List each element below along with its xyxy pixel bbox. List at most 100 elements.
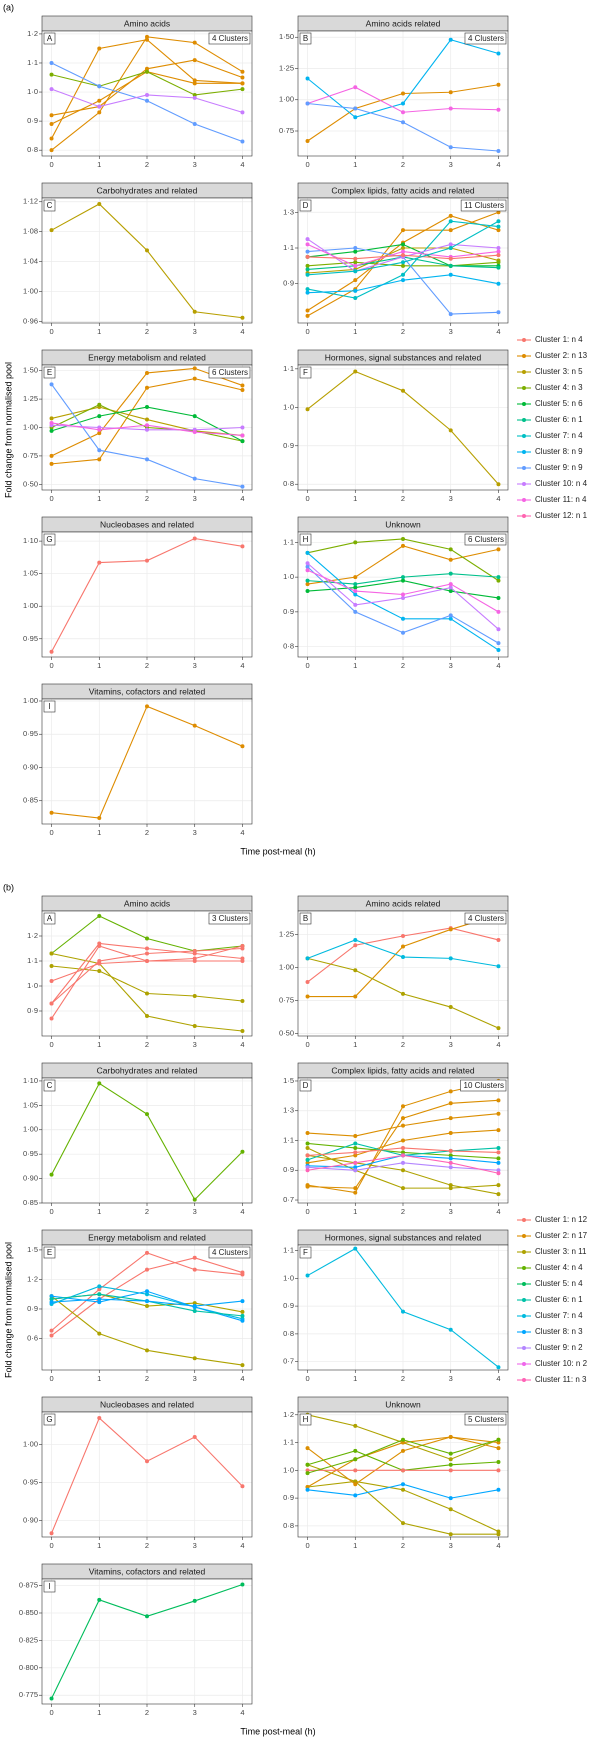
letter-box bbox=[43, 533, 56, 546]
x-tick-label: 4 bbox=[240, 1207, 244, 1216]
data-point bbox=[496, 149, 501, 153]
facet-title: Complex lipids, fatty acids and related bbox=[331, 1065, 474, 1075]
data-point bbox=[496, 1460, 501, 1464]
clusters-label: 5 Clusters bbox=[468, 1415, 504, 1424]
facet-title: Amino acids related bbox=[366, 18, 441, 28]
x-tick-label: 3 bbox=[449, 1207, 453, 1216]
data-point bbox=[49, 122, 54, 127]
clusters-box bbox=[460, 1079, 507, 1092]
data-point bbox=[353, 585, 358, 590]
x-axis-title: Time post-meal (h) bbox=[240, 1726, 315, 1736]
plot-border bbox=[297, 531, 509, 658]
data-point bbox=[448, 428, 453, 433]
facet-title: Vitamins, cofactors and related bbox=[89, 1566, 206, 1576]
y-tick-label: 0·90 bbox=[23, 762, 38, 771]
data-point bbox=[145, 34, 149, 39]
x-tick-label: 0 bbox=[305, 160, 309, 169]
x-tick-label: 4 bbox=[240, 661, 244, 670]
plot-border bbox=[41, 1578, 253, 1705]
data-point bbox=[305, 237, 310, 242]
data-point bbox=[240, 81, 245, 86]
x-tick-label: 4 bbox=[240, 1541, 244, 1550]
data-point bbox=[353, 296, 358, 300]
data-point bbox=[353, 1448, 358, 1453]
clusters-label: 4 Clusters bbox=[468, 34, 504, 43]
data-point bbox=[49, 1328, 54, 1333]
plot-border bbox=[297, 30, 509, 157]
data-point bbox=[353, 1190, 358, 1195]
x-tick-label: 2 bbox=[145, 1207, 149, 1216]
x-tick-label: 1 bbox=[97, 661, 101, 670]
clusters-box bbox=[460, 199, 507, 212]
y-tick-label: 0·95 bbox=[23, 634, 38, 643]
data-point bbox=[496, 1026, 501, 1031]
plot-border bbox=[41, 698, 253, 825]
y-tick-label: 0·90 bbox=[23, 1515, 38, 1524]
data-point bbox=[448, 106, 453, 111]
data-point bbox=[353, 106, 358, 111]
facet-title: Nucleobases and related bbox=[100, 1399, 194, 1409]
y-tick-label: 0·75 bbox=[279, 995, 294, 1004]
legend-dot bbox=[522, 1234, 526, 1238]
data-point bbox=[305, 994, 310, 999]
data-point bbox=[448, 37, 453, 42]
legend-label: Cluster 10: n 2 bbox=[535, 1359, 588, 1368]
data-point bbox=[192, 376, 197, 381]
x-tick-label: 3 bbox=[193, 327, 197, 336]
facet-letter: H bbox=[303, 1415, 309, 1424]
data-point bbox=[97, 969, 102, 973]
y-tick-label: 0·75 bbox=[23, 451, 38, 460]
facet-title: Hormones, signal substances and related bbox=[325, 1232, 482, 1242]
data-point bbox=[192, 1267, 197, 1272]
x-tick-label: 0 bbox=[49, 1374, 53, 1383]
facet-title: Complex lipids, fatty acids and related bbox=[331, 185, 474, 195]
data-point bbox=[240, 1309, 245, 1314]
y-tick-label: 0·9 bbox=[27, 1006, 38, 1015]
data-point bbox=[305, 287, 310, 292]
letter-box bbox=[299, 1246, 312, 1259]
data-point bbox=[353, 582, 358, 587]
data-point bbox=[353, 602, 358, 607]
data-point bbox=[353, 1423, 358, 1428]
letter-box bbox=[43, 1246, 56, 1259]
facet-letter: G bbox=[46, 1415, 52, 1424]
x-tick-label: 0 bbox=[49, 327, 53, 336]
x-tick-label: 1 bbox=[353, 160, 357, 169]
legend-dot bbox=[522, 1362, 526, 1366]
letter-box bbox=[299, 533, 312, 546]
data-point bbox=[192, 1024, 197, 1028]
data-point bbox=[496, 1111, 501, 1116]
data-point bbox=[305, 272, 310, 277]
data-point bbox=[448, 582, 453, 587]
x-tick-label: 0 bbox=[49, 661, 53, 670]
data-point bbox=[240, 433, 245, 438]
letter-box bbox=[43, 32, 56, 45]
data-point bbox=[401, 1521, 405, 1526]
data-point bbox=[145, 951, 149, 956]
data-point bbox=[401, 616, 405, 621]
x-tick-label: 2 bbox=[145, 1040, 149, 1049]
legend-label: Cluster 4: n 3 bbox=[535, 383, 583, 392]
x-tick-label: 3 bbox=[449, 1374, 453, 1383]
data-point bbox=[448, 547, 453, 552]
data-point bbox=[305, 1446, 310, 1451]
figure-label: (a) bbox=[3, 2, 14, 12]
data-point bbox=[305, 1153, 310, 1158]
data-point bbox=[192, 1356, 197, 1361]
data-point bbox=[305, 254, 310, 259]
x-tick-label: 1 bbox=[97, 1708, 101, 1717]
x-tick-label: 2 bbox=[145, 1708, 149, 1717]
data-point bbox=[240, 425, 245, 430]
letter-box bbox=[299, 912, 312, 925]
y-tick-label: 0·50 bbox=[279, 1028, 294, 1037]
plot-border bbox=[297, 1244, 509, 1371]
letter-box bbox=[43, 1580, 56, 1593]
x-tick-label: 2 bbox=[145, 494, 149, 503]
data-point bbox=[401, 1482, 405, 1487]
y-tick-label: 1·0 bbox=[283, 1465, 294, 1474]
y-tick-label: 0·6 bbox=[27, 1333, 38, 1342]
x-tick-label: 2 bbox=[401, 1541, 405, 1550]
y-tick-label: 0·825 bbox=[19, 1635, 38, 1644]
legend-label: Cluster 8: n 3 bbox=[535, 1327, 583, 1336]
x-tick-label: 2 bbox=[401, 1374, 405, 1383]
